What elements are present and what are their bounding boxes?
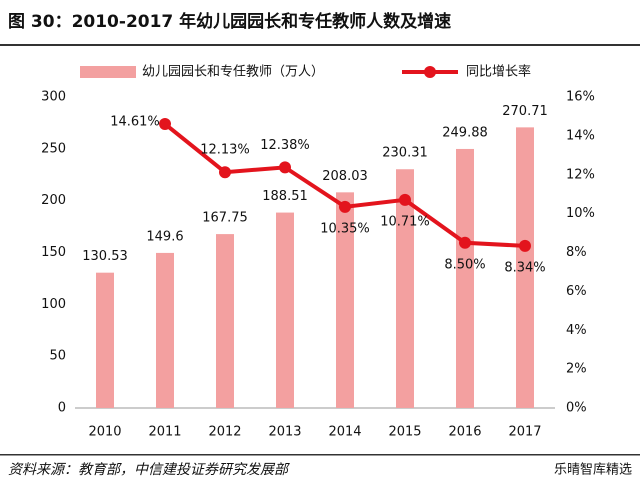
line-value-label: 14.61% — [110, 115, 160, 130]
bar-value-label: 230.31 — [382, 146, 428, 161]
source: 资料来源：教育部，中信建投证券研究发展部 — [8, 462, 290, 478]
y2-tick-label: 6% — [566, 284, 587, 299]
line-value-label: 12.13% — [200, 143, 250, 158]
x-tick-label: 2013 — [268, 425, 301, 440]
bar-value-label: 249.88 — [442, 125, 488, 140]
bar — [276, 212, 294, 408]
y-tick-label: 200 — [41, 193, 66, 208]
y2-tick-label: 4% — [566, 323, 587, 338]
bar — [516, 127, 534, 409]
bar-value-label: 270.71 — [502, 104, 548, 119]
line-value-label: 10.35% — [320, 221, 370, 236]
y-tick-label: 50 — [49, 349, 66, 364]
y-tick-label: 250 — [41, 141, 66, 156]
line-value-label: 8.50% — [444, 257, 485, 272]
line-value-label: 12.38% — [260, 138, 310, 153]
legend-swatch — [80, 66, 136, 78]
legend-marker — [424, 66, 436, 78]
watermark: 乐晴智库精选 — [554, 462, 632, 478]
line-marker — [339, 200, 351, 213]
x-tick-label: 2012 — [208, 425, 241, 440]
bar — [156, 252, 174, 408]
line-marker — [399, 193, 411, 206]
x-tick-label: 2014 — [328, 425, 361, 440]
footer-rule — [0, 454, 640, 456]
y2-tick-label: 8% — [566, 245, 587, 260]
y2-tick-label: 0% — [566, 401, 587, 416]
title-rule — [0, 44, 640, 46]
line-marker — [459, 236, 471, 249]
line-value-label: 10.71% — [380, 214, 430, 229]
x-tick-label: 2015 — [388, 425, 421, 440]
y-tick-label: 300 — [41, 90, 66, 105]
y2-tick-label: 14% — [566, 128, 595, 143]
line-marker — [159, 118, 171, 131]
bar-value-label: 208.03 — [322, 169, 368, 184]
bar-value-label: 188.51 — [262, 189, 308, 204]
bar — [396, 169, 414, 408]
y2-tick-label: 2% — [566, 362, 587, 377]
y2-tick-label: 16% — [566, 90, 595, 105]
x-tick-label: 2010 — [88, 425, 121, 440]
y-tick-label: 150 — [41, 245, 66, 260]
bar-value-label: 167.75 — [202, 211, 248, 226]
legend-label: 幼儿园园长和专任教师（万人） — [142, 64, 324, 80]
bar — [96, 272, 114, 408]
line-marker — [519, 239, 531, 252]
bar — [336, 192, 354, 408]
legend-label: 同比增长率 — [466, 64, 531, 80]
line-value-label: 8.34% — [504, 260, 545, 275]
y2-tick-label: 12% — [566, 167, 595, 182]
bar-value-label: 149.6 — [146, 229, 183, 244]
line-marker — [279, 161, 291, 174]
bar — [216, 234, 234, 408]
chart-title: 图 30：2010-2017 年幼儿园园长和专任教师人数及增速 — [8, 11, 451, 32]
bar-value-label: 130.53 — [82, 249, 128, 264]
x-tick-label: 2016 — [448, 425, 481, 440]
x-tick-label: 2011 — [148, 425, 181, 440]
x-tick-label: 2017 — [508, 425, 541, 440]
y2-tick-label: 10% — [566, 206, 595, 221]
y-tick-label: 0 — [58, 401, 66, 416]
y-tick-label: 100 — [41, 297, 66, 312]
bar — [456, 148, 474, 408]
line-marker — [219, 166, 231, 179]
